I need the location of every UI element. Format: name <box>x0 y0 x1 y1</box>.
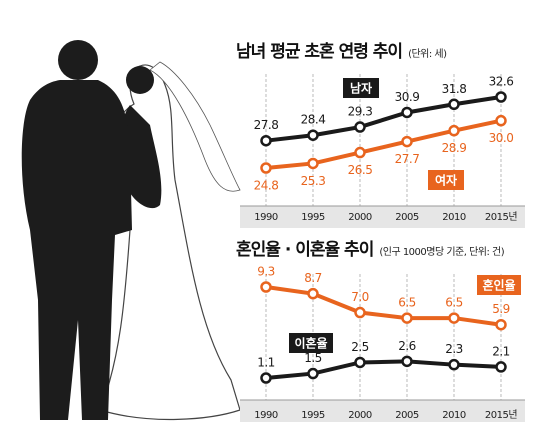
chart-title: 혼인율 · 이혼율 추이 <box>236 239 373 260</box>
point <box>354 306 366 319</box>
point <box>495 318 507 331</box>
point <box>307 367 319 380</box>
value-label: 32.6 <box>489 75 514 89</box>
groom-body <box>21 80 132 420</box>
series-line <box>265 118 502 170</box>
value-label: 27.7 <box>395 152 420 166</box>
chart-subtitle: (단위: 세) <box>408 47 447 60</box>
point <box>448 124 460 137</box>
series-line <box>265 359 502 380</box>
x-tick-label: 2005 <box>395 212 419 223</box>
x-tick-label: 1990 <box>254 212 278 223</box>
value-label: 31.8 <box>442 82 467 96</box>
value-label: 6.5 <box>398 296 416 310</box>
value-label: 29.3 <box>348 105 373 119</box>
legend-tag <box>428 170 464 190</box>
bride-veil <box>149 61 241 192</box>
value-label: 6.5 <box>445 296 463 310</box>
point <box>495 361 507 373</box>
value-label: 28.9 <box>442 141 467 155</box>
point <box>260 134 272 147</box>
value-label: 9.3 <box>257 265 275 279</box>
point <box>401 135 413 148</box>
point <box>260 281 272 293</box>
axis-band <box>240 206 525 228</box>
value-label: 7.0 <box>351 290 369 304</box>
x-tick-label: 1995 <box>301 212 325 223</box>
point <box>401 106 413 119</box>
point <box>354 146 366 159</box>
point <box>401 355 413 368</box>
series-line <box>265 95 502 143</box>
chart-title: 남녀 평균 초혼 연령 추이 <box>236 41 402 62</box>
value-label: 27.8 <box>254 118 279 132</box>
legend-label: 여자 <box>435 173 457 188</box>
point <box>354 356 366 369</box>
x-tick-label: 2005 <box>395 410 419 421</box>
point <box>448 358 460 371</box>
value-label: 1.5 <box>304 351 322 365</box>
point <box>401 312 413 324</box>
point <box>307 157 319 170</box>
bride-head <box>126 66 154 94</box>
value-label: 24.8 <box>254 179 279 193</box>
point <box>260 162 272 174</box>
point <box>448 312 460 324</box>
x-tick-label: 2015년 <box>485 409 517 421</box>
x-tick-label: 1995 <box>301 410 325 421</box>
point <box>495 114 507 127</box>
x-tick-label: 2010 <box>442 212 466 223</box>
value-label: 2.3 <box>445 342 463 356</box>
x-tick-label: 2010 <box>442 410 466 421</box>
x-tick-label: 2015년 <box>485 211 517 223</box>
legend-label: 이혼율 <box>294 336 327 351</box>
value-label: 26.5 <box>348 163 373 177</box>
legend-tag <box>289 333 333 353</box>
chart-subtitle: (인구 1000명당 기준, 단위: 건) <box>379 245 504 258</box>
couple-silhouette <box>21 40 241 421</box>
value-label: 25.3 <box>301 174 326 188</box>
value-label: 30.0 <box>489 131 514 145</box>
legend-label: 남자 <box>350 81 372 96</box>
axis-band <box>240 400 525 422</box>
value-label: 28.4 <box>301 113 326 127</box>
value-label: 2.1 <box>492 344 510 358</box>
series-line <box>265 285 502 327</box>
point <box>307 287 319 300</box>
point <box>495 91 507 103</box>
point <box>307 129 319 141</box>
point <box>260 372 272 384</box>
value-label: 30.9 <box>395 90 420 104</box>
value-label: 2.5 <box>351 340 369 354</box>
legend-tag <box>343 78 379 98</box>
x-tick-label: 1990 <box>254 410 278 421</box>
x-tick-label: 2000 <box>348 410 372 421</box>
value-label: 1.1 <box>257 356 275 370</box>
point <box>448 98 460 111</box>
value-label: 5.9 <box>492 302 510 316</box>
point <box>354 121 366 133</box>
legend-tag <box>477 275 521 295</box>
value-label: 2.6 <box>398 339 416 353</box>
x-tick-label: 2000 <box>348 212 372 223</box>
groom-head <box>58 40 98 80</box>
legend-label: 혼인율 <box>482 278 515 293</box>
value-label: 8.7 <box>304 271 322 285</box>
